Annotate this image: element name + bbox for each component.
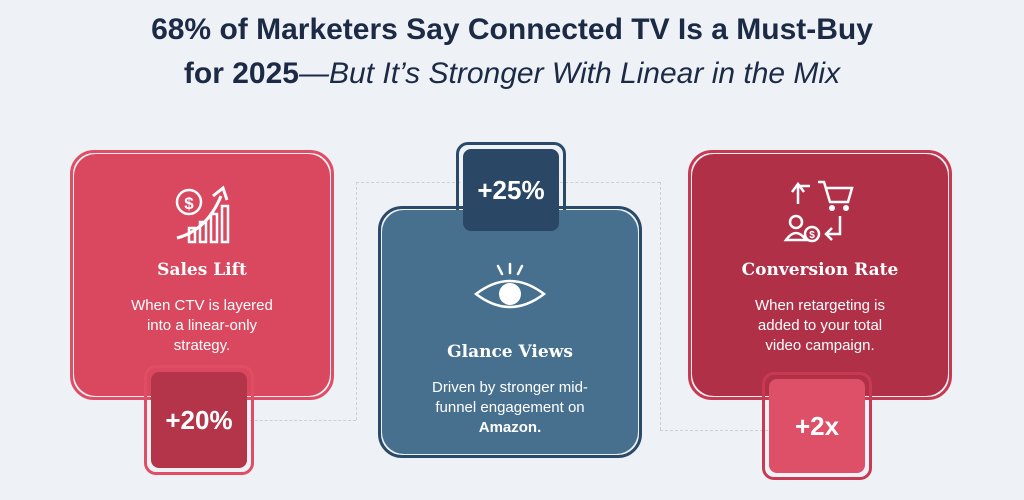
conversion-rate-desc-line-1: When retargeting is bbox=[754, 297, 886, 314]
sales-lift-title: Sales Lift bbox=[157, 260, 247, 280]
sales-lift-desc-line-2: into a linear-only bbox=[146, 317, 258, 334]
connector-left-top bbox=[356, 182, 460, 183]
conversion-rate-card: $ Conversion Rate When retargeting is ad… bbox=[692, 154, 948, 396]
svg-text:$: $ bbox=[809, 230, 815, 241]
connector-right-top bbox=[560, 182, 660, 183]
conversion-rate-stat-badge: +2x bbox=[769, 379, 865, 473]
conversion-rate-description: When retargeting is added to your total … bbox=[692, 296, 948, 356]
connector-left-bottom bbox=[250, 420, 356, 421]
glance-views-title: Glance Views bbox=[447, 342, 573, 362]
headline-line-1: 68% of Marketers Say Connected TV Is a M… bbox=[151, 13, 873, 46]
connector-right-bottom bbox=[660, 430, 768, 431]
connector-left-vertical bbox=[356, 182, 357, 420]
sales-lift-desc-line-3: strategy. bbox=[173, 337, 231, 354]
glance-views-desc-line-2: funnel engagement on bbox=[435, 399, 585, 416]
sales-lift-description: When CTV is layered into a linear-only s… bbox=[74, 296, 330, 356]
conversion-rate-desc-line-2: added to your total bbox=[757, 317, 883, 334]
sales-lift-stat-badge: +20% bbox=[151, 372, 247, 468]
retargeting-cart-icon: $ bbox=[783, 180, 854, 243]
headline-year: for 2025 bbox=[183, 57, 299, 90]
headline: 68% of Marketers Say Connected TV Is a M… bbox=[0, 8, 1024, 96]
sales-growth-icon: $ bbox=[175, 185, 230, 244]
eye-icon bbox=[473, 262, 547, 309]
headline-line-2: for 2025—But It’s Stronger With Linear i… bbox=[0, 52, 1024, 96]
headline-subtitle: —But It’s Stronger With Linear in the Mi… bbox=[299, 57, 841, 90]
sales-lift-card: $ Sales Lift When CTV is layered into a … bbox=[74, 154, 330, 396]
glance-views-description: Driven by stronger mid- funnel engagemen… bbox=[382, 378, 638, 438]
glance-views-card: Glance Views Driven by stronger mid- fun… bbox=[382, 210, 638, 454]
connector-right-vertical bbox=[660, 182, 661, 430]
conversion-rate-desc-line-3: video campaign. bbox=[765, 337, 875, 354]
sales-lift-desc-line-1: When CTV is layered bbox=[131, 297, 273, 314]
sales-lift-badge-outline bbox=[144, 365, 254, 475]
glance-views-stat-badge: +25% bbox=[463, 149, 559, 231]
conversion-rate-badge-outline bbox=[762, 372, 872, 480]
glance-views-desc-line-1: Driven by stronger mid- bbox=[432, 379, 588, 396]
glance-views-desc-line-3: Amazon. bbox=[478, 419, 542, 436]
conversion-rate-title: Conversion Rate bbox=[741, 260, 899, 280]
svg-text:$: $ bbox=[184, 194, 194, 213]
